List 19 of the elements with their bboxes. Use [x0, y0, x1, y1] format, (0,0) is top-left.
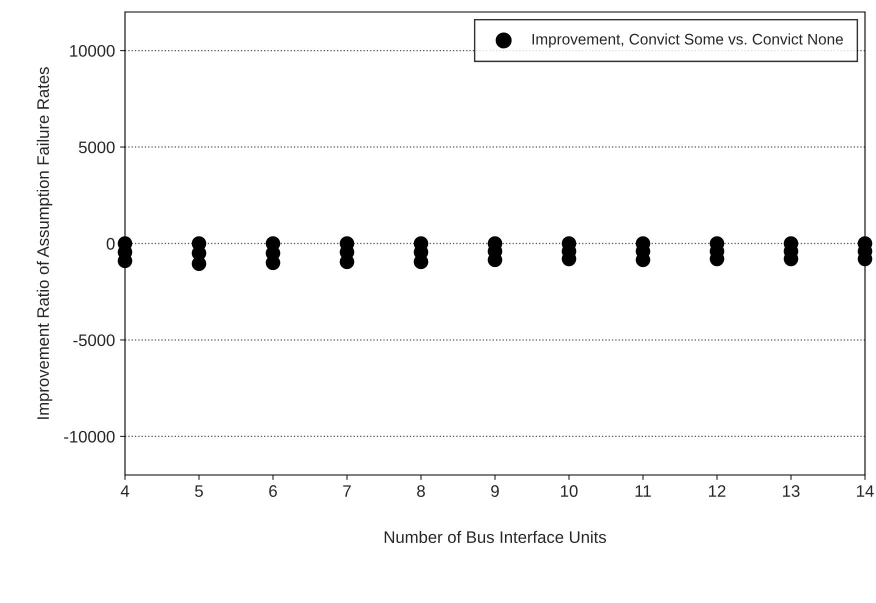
x-tick-label: 9 [491, 485, 499, 497]
x-tick-label: 5 [195, 485, 203, 497]
x-axis-title: Number of Bus Interface Units [384, 530, 606, 544]
y-tick-label: 10000 [70, 44, 115, 57]
x-tick-label: 7 [343, 485, 351, 497]
y-axis-title: Improvement Ratio of Assumption Failure Rates [36, 67, 52, 419]
x-tick-label: 13 [783, 485, 800, 497]
x-tick-label: 4 [120, 485, 130, 497]
x-tick-label: 11 [636, 485, 651, 497]
x-tick-label: 10 [561, 485, 578, 497]
y-tick-label: -5000 [73, 334, 115, 346]
y-tick-label: -10000 [64, 430, 115, 443]
x-tick-label: 6 [269, 485, 277, 497]
y-tick-label: 0 [106, 238, 115, 250]
y-tick-label: 5000 [78, 141, 115, 154]
x-tick-label: 8 [417, 485, 425, 497]
x-tick-label: 12 [709, 485, 726, 497]
x-tick-label: 14 [857, 485, 874, 497]
legend-label: Improvement, Convict Some vs. Convict None [532, 33, 843, 48]
